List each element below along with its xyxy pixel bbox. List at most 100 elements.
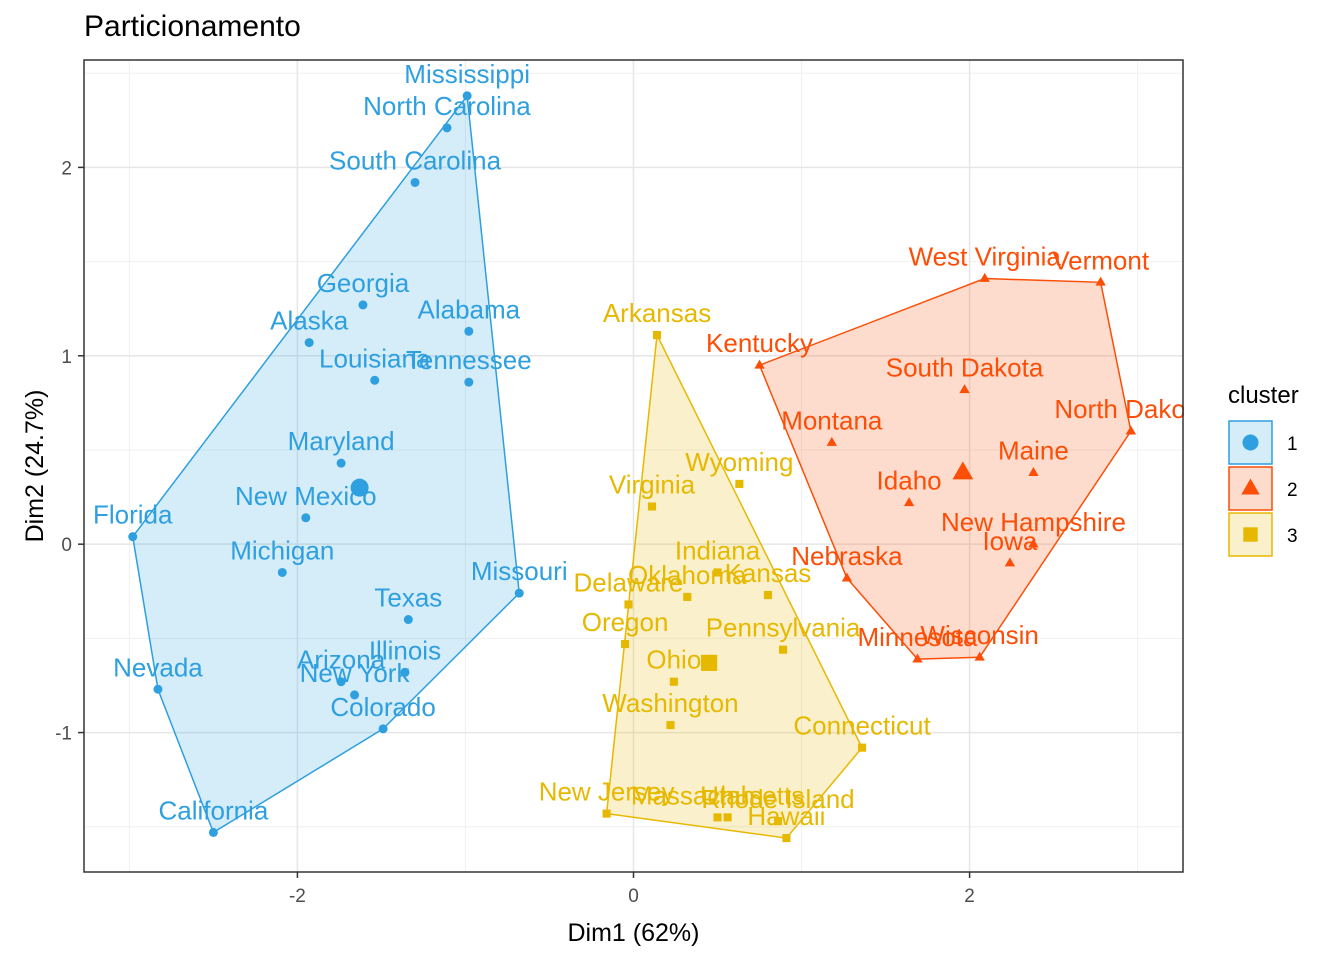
label-mississippi: Mississippi	[404, 59, 530, 89]
x-axis-title: Dim1 (62%)	[568, 919, 700, 947]
point-north-dakota	[1125, 425, 1137, 435]
label-washington: Washington	[602, 688, 738, 718]
point-idaho	[903, 497, 915, 507]
point-arizona	[336, 677, 346, 687]
label-arkansas: Arkansas	[603, 298, 711, 328]
x-tick-label: 2	[964, 886, 975, 907]
point-illinois	[400, 667, 410, 677]
label-missouri: Missouri	[471, 556, 568, 586]
point-montana	[826, 436, 837, 446]
point-oregon	[621, 639, 630, 649]
point-iowa	[1004, 557, 1016, 567]
cluster-3-centroid	[701, 654, 718, 671]
point-maryland	[336, 458, 346, 468]
legend-marker-2	[1241, 478, 1260, 495]
point-north-carolina	[442, 123, 452, 133]
point-alabama	[464, 326, 474, 336]
axes: -2 0 2 -1 0 1 2 Dim1 (62%) Dim2 (24.7%)	[21, 158, 975, 947]
point-delaware	[624, 600, 633, 609]
point-vermont	[1095, 276, 1106, 286]
point-nevada	[153, 684, 163, 694]
label-kansas: Kansas	[725, 558, 812, 588]
point-rhode-island	[773, 817, 783, 826]
label-maine: Maine	[998, 436, 1069, 466]
label-new-mexico: New Mexico	[235, 481, 377, 511]
point-oklahoma	[683, 592, 692, 601]
label-alaska: Alaska	[270, 306, 349, 336]
label-wyoming: Wyoming	[685, 447, 793, 477]
point-tennessee	[464, 377, 474, 387]
legend-title: cluster	[1228, 382, 1299, 409]
y-tick-label: -1	[55, 724, 72, 745]
label-alabama: Alabama	[418, 294, 521, 324]
label-new-jersey: New Jersey	[539, 777, 675, 807]
point-utah	[723, 813, 732, 822]
y-axis-title: Dim2 (24.7%)	[21, 390, 49, 543]
label-nevada: Nevada	[113, 652, 203, 682]
label-hawaii: Hawaii	[747, 801, 825, 831]
label-montana: Montana	[781, 405, 883, 435]
x-tick-label: -2	[289, 886, 306, 907]
legend-label-2: 2	[1287, 480, 1298, 501]
label-wisconsin: Wisconsin	[920, 620, 1038, 650]
label-tennessee: Tennessee	[406, 345, 532, 375]
label-south-carolina: South Carolina	[329, 145, 502, 175]
label-oklahoma: Oklahoma	[628, 560, 747, 590]
label-georgia: Georgia	[317, 268, 410, 298]
point-minnesota	[912, 653, 923, 663]
point-california	[208, 827, 218, 837]
point-kansas	[763, 591, 772, 600]
point-wisconsin	[974, 651, 985, 661]
point-west-virginia	[979, 272, 990, 282]
data-points	[128, 91, 1137, 843]
label-virginia: Virginia	[609, 470, 696, 500]
label-oregon: Oregon	[582, 607, 669, 637]
label-california: California	[158, 795, 268, 825]
panel-right-mask	[1184, 0, 1344, 960]
label-indiana: Indiana	[675, 535, 761, 565]
point-south-carolina	[410, 177, 420, 187]
point-missouri	[514, 588, 524, 598]
point-mississippi	[462, 91, 472, 101]
label-vermont: Vermont	[1052, 245, 1150, 275]
point-new-jersey	[602, 809, 611, 818]
plot-panel	[84, 60, 1183, 872]
cluster-2-centroid	[952, 461, 974, 480]
label-north-carolina: North Carolina	[363, 91, 531, 121]
point-texas	[403, 615, 413, 625]
point-alaska	[304, 338, 314, 348]
point-arkansas	[652, 331, 662, 340]
point-nebraska	[841, 572, 853, 582]
label-west-virginia: West Virginia	[909, 242, 1062, 272]
label-ohio: Ohio	[646, 645, 701, 675]
label-minnesota: Minnesota	[858, 622, 978, 652]
x-tick-label: 0	[628, 886, 639, 907]
point-kentucky	[754, 359, 765, 369]
legend: cluster 1 2 3	[1228, 382, 1299, 557]
label-illinois: Illinois	[369, 635, 441, 665]
label-florida: Florida	[93, 500, 173, 530]
point-florida	[128, 532, 138, 542]
point-indiana	[713, 568, 722, 577]
y-tick-label: 1	[61, 347, 72, 368]
cluster-1-centroid	[350, 478, 369, 497]
label-pennsylvania: Pennsylvania	[706, 613, 861, 643]
label-arizona: Arizona	[297, 645, 386, 675]
label-new-york: New York	[300, 658, 411, 688]
label-michigan: Michigan	[230, 535, 334, 565]
point-wyoming	[735, 479, 744, 488]
point-virginia	[647, 502, 657, 511]
point-michigan	[277, 567, 287, 577]
point-new-york	[350, 690, 360, 700]
point-colorado	[378, 724, 388, 734]
legend-label-1: 1	[1287, 434, 1298, 455]
point-new-hampshire	[1028, 538, 1039, 548]
point-hawaii	[782, 834, 791, 843]
point-louisiana	[370, 375, 380, 385]
cluster-hulls	[131, 93, 1132, 839]
label-connecticut: Connecticut	[793, 711, 931, 741]
label-colorado: Colorado	[330, 692, 436, 722]
label-maryland: Maryland	[288, 426, 395, 456]
